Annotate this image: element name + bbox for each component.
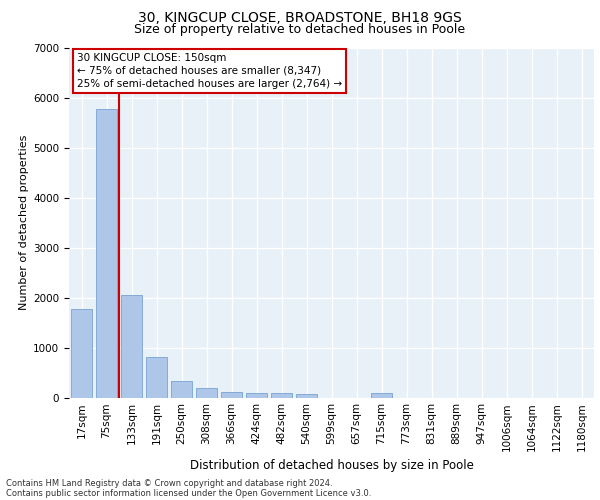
Bar: [221, 392, 242, 398]
X-axis label: Distribution of detached houses by size in Poole: Distribution of detached houses by size …: [190, 460, 473, 472]
Text: 30, KINGCUP CLOSE, BROADSTONE, BH18 9GS: 30, KINGCUP CLOSE, BROADSTONE, BH18 9GS: [138, 12, 462, 26]
Y-axis label: Number of detached properties: Number of detached properties: [19, 135, 29, 310]
Bar: [146, 356, 167, 398]
Text: Contains HM Land Registry data © Crown copyright and database right 2024.: Contains HM Land Registry data © Crown c…: [6, 478, 332, 488]
Text: 30 KINGCUP CLOSE: 150sqm
← 75% of detached houses are smaller (8,347)
25% of sem: 30 KINGCUP CLOSE: 150sqm ← 75% of detach…: [77, 53, 342, 89]
Bar: [271, 393, 292, 398]
Bar: [296, 394, 317, 398]
Bar: [246, 392, 267, 398]
Bar: [171, 380, 192, 398]
Text: Size of property relative to detached houses in Poole: Size of property relative to detached ho…: [134, 22, 466, 36]
Text: Contains public sector information licensed under the Open Government Licence v3: Contains public sector information licen…: [6, 488, 371, 498]
Bar: [96, 108, 117, 398]
Bar: [71, 308, 92, 398]
Bar: [371, 392, 392, 398]
Bar: [196, 388, 217, 398]
Bar: [121, 294, 142, 398]
